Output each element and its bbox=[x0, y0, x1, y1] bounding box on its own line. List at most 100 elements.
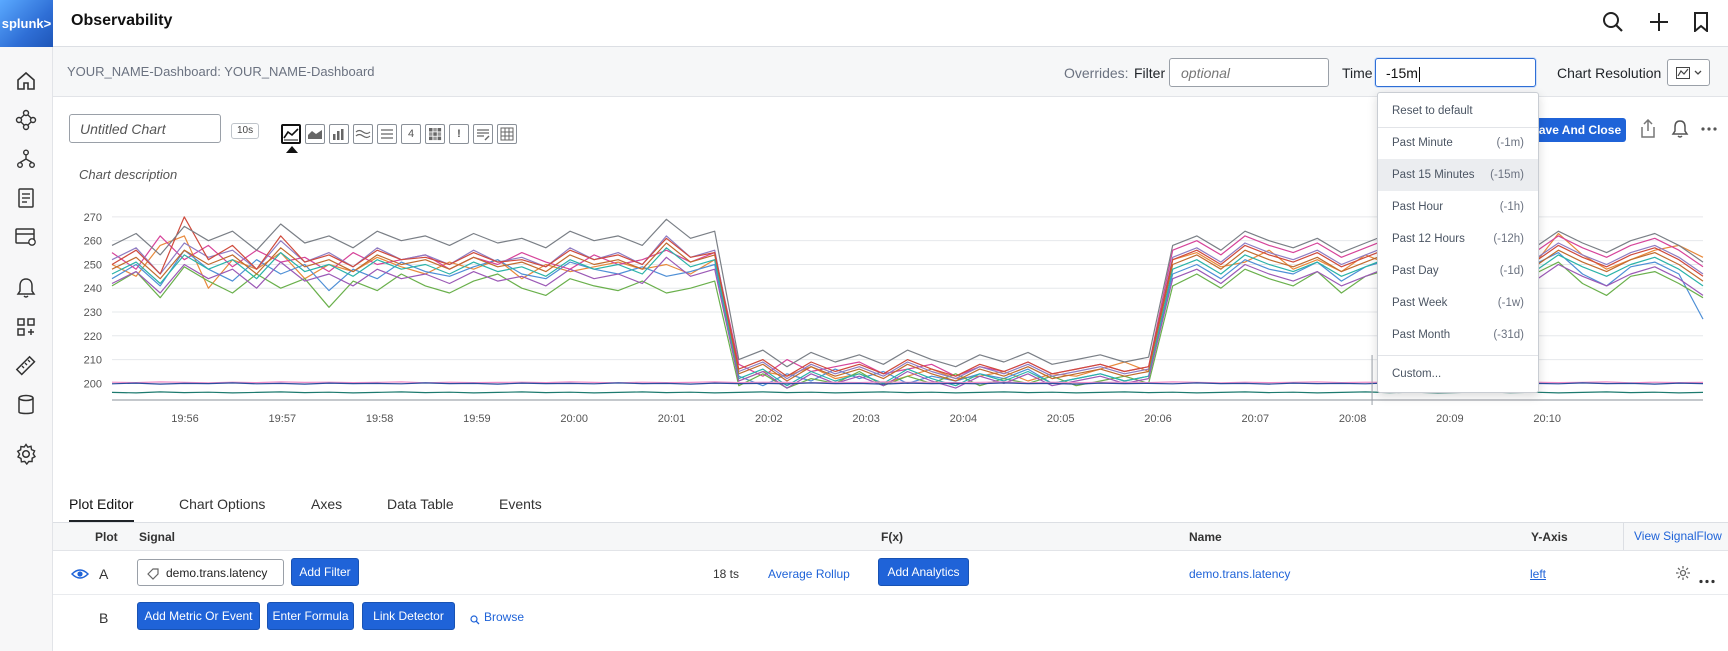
plus-icon[interactable] bbox=[1646, 9, 1672, 35]
header-plot: Plot bbox=[95, 530, 118, 544]
save-and-close-button[interactable]: Save And Close bbox=[1526, 118, 1626, 142]
rollup-link[interactable]: Average Rollup bbox=[768, 567, 850, 581]
time-range-dropdown: Reset to default Past Minute (-1m) Past 1… bbox=[1377, 92, 1539, 393]
reset-to-default-option[interactable]: Reset to default bbox=[1378, 95, 1538, 127]
time-input-value: -15m bbox=[1386, 65, 1418, 81]
tab-chart-options[interactable]: Chart Options bbox=[179, 496, 266, 512]
plot-name-link[interactable]: demo.trans.latency bbox=[1189, 567, 1291, 581]
option-label: Past Week bbox=[1392, 297, 1448, 309]
tab-events[interactable]: Events bbox=[499, 496, 542, 512]
row-more-icon[interactable] bbox=[1699, 571, 1715, 589]
option-label: Past Minute bbox=[1392, 137, 1453, 149]
y-tick-label: 220 bbox=[84, 331, 102, 343]
ruler-icon[interactable] bbox=[14, 354, 38, 378]
view-signalflow-link[interactable]: View SignalFlow bbox=[1623, 523, 1722, 550]
time-input[interactable]: -15m bbox=[1375, 58, 1536, 87]
yaxis-left-link[interactable]: left bbox=[1530, 567, 1547, 581]
add-metric-button[interactable]: Add Metric Or Event bbox=[137, 602, 260, 630]
timeseries-count: 18 ts bbox=[713, 567, 740, 581]
enter-formula-button[interactable]: Enter Formula bbox=[267, 602, 354, 630]
log-icon[interactable] bbox=[14, 186, 38, 210]
share-icon[interactable] bbox=[1636, 117, 1660, 141]
time-label: Time bbox=[1342, 65, 1373, 81]
time-option-past-day[interactable]: Past Day (-1d) bbox=[1378, 255, 1538, 287]
more-options-icon[interactable] bbox=[1697, 117, 1721, 141]
add-filter-button[interactable]: Add Filter bbox=[291, 558, 359, 586]
splunk-logo[interactable]: splunk> bbox=[0, 0, 53, 47]
apm-icon[interactable] bbox=[14, 147, 38, 171]
y-tick-label: 260 bbox=[84, 236, 102, 248]
bell-icon[interactable] bbox=[14, 276, 38, 300]
plot-letter-b: B bbox=[99, 610, 109, 626]
plot-settings-icon[interactable] bbox=[1675, 565, 1691, 586]
chart-title-input[interactable]: Untitled Chart bbox=[69, 114, 221, 143]
single-value-icon[interactable]: 4 bbox=[401, 124, 421, 144]
alert-bell-icon[interactable] bbox=[1668, 117, 1692, 141]
time-option-past-15-minutes[interactable]: Past 15 Minutes (-15m) bbox=[1378, 159, 1538, 191]
bookmark-icon[interactable] bbox=[1688, 9, 1714, 35]
plot-table-header: Plot Signal F(x) Name Y-Axis View Signal… bbox=[53, 523, 1728, 551]
dashboards-icon[interactable] bbox=[14, 315, 38, 339]
tab-plot-editor[interactable]: Plot Editor bbox=[69, 496, 134, 522]
left-sidebar bbox=[0, 47, 53, 651]
plot-letter-a: A bbox=[99, 566, 109, 582]
selected-type-indicator bbox=[286, 146, 298, 153]
time-option-past-week[interactable]: Past Week (-1w) bbox=[1378, 287, 1538, 319]
x-tick-label: 20:10 bbox=[1533, 413, 1561, 425]
eye-icon[interactable] bbox=[70, 567, 90, 585]
signal-input[interactable]: demo.trans.latency bbox=[137, 559, 284, 586]
header-fx: F(x) bbox=[881, 530, 903, 544]
x-tick-label: 19:58 bbox=[366, 413, 394, 425]
custom-label: Custom... bbox=[1392, 368, 1442, 380]
time-option-past-hour[interactable]: Past Hour (-1h) bbox=[1378, 191, 1538, 223]
infrastructure-icon[interactable] bbox=[14, 225, 38, 249]
x-tick-label: 20:09 bbox=[1436, 413, 1464, 425]
option-shortcut: (-15m) bbox=[1490, 169, 1524, 181]
chart-resolution-label: Chart Resolution bbox=[1557, 65, 1662, 81]
settings-icon[interactable] bbox=[14, 442, 38, 466]
area-chart-icon[interactable] bbox=[305, 124, 325, 144]
browse-link[interactable]: Browse bbox=[484, 610, 525, 624]
event-feed-icon[interactable]: ! bbox=[449, 124, 469, 144]
tag-icon bbox=[147, 567, 159, 585]
database-icon[interactable] bbox=[14, 393, 38, 417]
y-tick-label: 200 bbox=[84, 378, 102, 390]
chart-resolution-button[interactable] bbox=[1667, 59, 1710, 86]
search-icon[interactable] bbox=[1600, 9, 1626, 35]
editor-tabs: Plot Editor Chart Options Axes Data Tabl… bbox=[53, 490, 1728, 523]
column-chart-icon[interactable] bbox=[329, 124, 349, 144]
y-tick-label: 230 bbox=[84, 307, 102, 319]
option-shortcut: (-31d) bbox=[1493, 329, 1524, 341]
tab-axes[interactable]: Axes bbox=[311, 496, 343, 512]
text-cursor bbox=[1418, 66, 1420, 82]
time-option-past-12-hours[interactable]: Past 12 Hours (-12h) bbox=[1378, 223, 1538, 255]
filter-input[interactable]: optional bbox=[1169, 58, 1329, 87]
text-icon[interactable] bbox=[473, 124, 493, 144]
x-tick-label: 20:07 bbox=[1242, 413, 1270, 425]
service-map-icon[interactable] bbox=[14, 108, 38, 132]
heatmap-icon[interactable] bbox=[425, 124, 445, 144]
option-label: Past Day bbox=[1392, 265, 1439, 277]
app-title: Observability bbox=[71, 12, 173, 29]
chart-description[interactable]: Chart description bbox=[79, 167, 178, 182]
home-icon[interactable] bbox=[14, 69, 38, 93]
tab-data-table[interactable]: Data Table bbox=[387, 496, 454, 512]
list-icon[interactable] bbox=[377, 124, 397, 144]
x-tick-label: 20:05 bbox=[1047, 413, 1075, 425]
time-option-custom[interactable]: Custom... bbox=[1378, 358, 1538, 390]
link-detector-button[interactable]: Link Detector bbox=[362, 602, 455, 630]
histogram-icon[interactable] bbox=[353, 124, 373, 144]
x-tick-label: 20:03 bbox=[852, 413, 880, 425]
line-chart-icon[interactable] bbox=[281, 124, 301, 144]
option-shortcut: (-1d) bbox=[1499, 265, 1524, 277]
time-option-past-month[interactable]: Past Month (-31d) bbox=[1378, 319, 1538, 351]
add-analytics-button[interactable]: Add Analytics bbox=[878, 558, 969, 586]
breadcrumb[interactable]: YOUR_NAME-Dashboard: YOUR_NAME-Dashboard bbox=[67, 64, 375, 79]
chevron-down-icon bbox=[1694, 70, 1701, 75]
table-icon[interactable] bbox=[497, 124, 517, 144]
resolution-tag: 10s bbox=[231, 123, 260, 139]
chart-type-selector: 4 ! bbox=[281, 124, 517, 144]
option-shortcut: (-12h) bbox=[1493, 233, 1524, 245]
time-option-past-minute[interactable]: Past Minute (-1m) bbox=[1378, 127, 1538, 159]
